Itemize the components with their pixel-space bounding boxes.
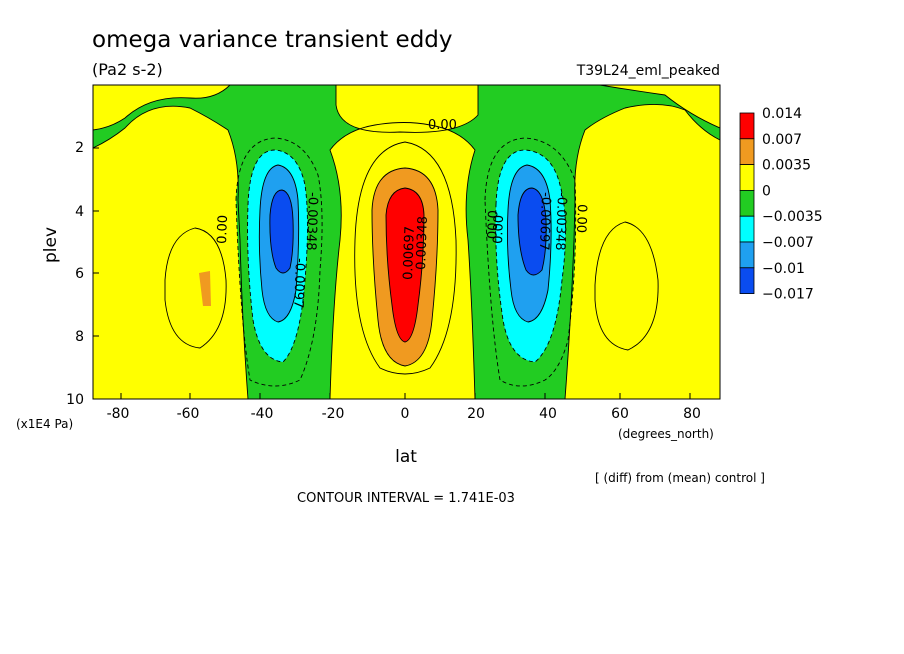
positive-patch-south: [199, 271, 211, 306]
y-axis-ticks: [93, 147, 99, 337]
colorbar-swatch: [739, 267, 755, 294]
contour-label: 0.00: [491, 215, 507, 244]
x-tick-label: -40: [251, 406, 274, 422]
colorbar-label: 0.0035: [762, 158, 811, 174]
colorbar-label: 0.014: [762, 106, 802, 122]
y-tick-label: 8: [75, 329, 84, 345]
colorbar-label: 0: [762, 183, 771, 199]
x-tick-label: -80: [107, 406, 130, 422]
contour-label: -0.00348: [552, 192, 569, 251]
contour-label: -0.00697: [536, 192, 553, 251]
positive-region-top: [336, 85, 478, 133]
positive-region-topleft: [93, 85, 230, 130]
contour-interval: CONTOUR INTERVAL = 1.741E-03: [297, 491, 515, 506]
y-tick-labels: 2 4 6 8 10: [66, 140, 84, 408]
contour-label: 0.00697: [401, 226, 418, 280]
y-tick-label: 2: [75, 140, 84, 156]
chart-units: (Pa2 s-2): [92, 60, 163, 79]
y-tick-label: 6: [75, 266, 84, 282]
y-tick-label: 10: [66, 392, 84, 408]
positive-region-topright: [600, 85, 720, 128]
negative-lobe-south-3: [269, 190, 294, 273]
contour-label: 0.00: [483, 210, 499, 239]
x-axis-ticks: [120, 393, 691, 399]
colorbar-label: 0.007: [762, 132, 802, 148]
colorbar-swatch: [739, 112, 755, 140]
chart-title: omega variance transient eddy: [92, 27, 453, 53]
contour-label: 0.00: [428, 118, 457, 133]
colorbar-swatch: [739, 189, 755, 217]
plot-frame: [92, 84, 721, 400]
y-axis-label: plev: [41, 227, 61, 263]
x-tick-label: -20: [322, 406, 345, 422]
plot-area: 0.00 0.00 -0.0097 -0.00348 0.00 0.00697 …: [93, 85, 720, 399]
contour-label: 0.00348: [414, 216, 431, 270]
colorbar-label: −0.017: [762, 287, 814, 303]
contour-lines: [93, 85, 720, 399]
x-tick-label: 80: [683, 406, 701, 422]
colorbar-swatch: [739, 241, 755, 269]
x-tick-label: 20: [467, 406, 485, 422]
contour-label: 0.00: [215, 215, 231, 244]
experiment-label: T39L24_eml_peaked: [576, 63, 720, 79]
comparison-note: [ (diff) from (mean) control ]: [595, 471, 765, 485]
colorbar-label: −0.0035: [762, 209, 823, 225]
positive-max-equator-2: [386, 188, 424, 342]
positive-region-north: [565, 104, 720, 399]
y-tick-label: 4: [75, 204, 84, 220]
contour-label: -0.00348: [303, 192, 320, 251]
colorbar-label: −0.007: [762, 235, 814, 251]
x-tick-label: 0: [401, 406, 410, 422]
x-tick-label: 40: [539, 406, 557, 422]
colorbar-label: −0.01: [762, 261, 805, 277]
contour-label: 0.00: [573, 204, 589, 233]
x-tick-label: -60: [177, 406, 200, 422]
contour-labels: 0.00 0.00 -0.0097 -0.00348 0.00 0.00697 …: [215, 118, 589, 309]
x-axis-label: lat: [395, 447, 417, 467]
x-tick-label: 60: [611, 406, 629, 422]
contour-label: -0.0097: [290, 258, 307, 309]
colorbar-swatch: [739, 164, 755, 191]
colorbar: 0.014 0.007 0.0035 0 −0.0035 −0.007 −0.01 −0.01…: [739, 106, 823, 303]
colorbar-swatch: [739, 215, 755, 243]
colorbar-swatch: [739, 138, 755, 166]
x-tick-labels: -80 -60 -40 -20 0 20 40 60 80: [107, 406, 701, 422]
contour-lines-negative: [235, 137, 577, 387]
y-axis-units: (x1E4 Pa): [16, 417, 73, 431]
negative-lobe-north-3: [518, 188, 547, 275]
x-axis-units: (degrees_north): [618, 427, 714, 441]
